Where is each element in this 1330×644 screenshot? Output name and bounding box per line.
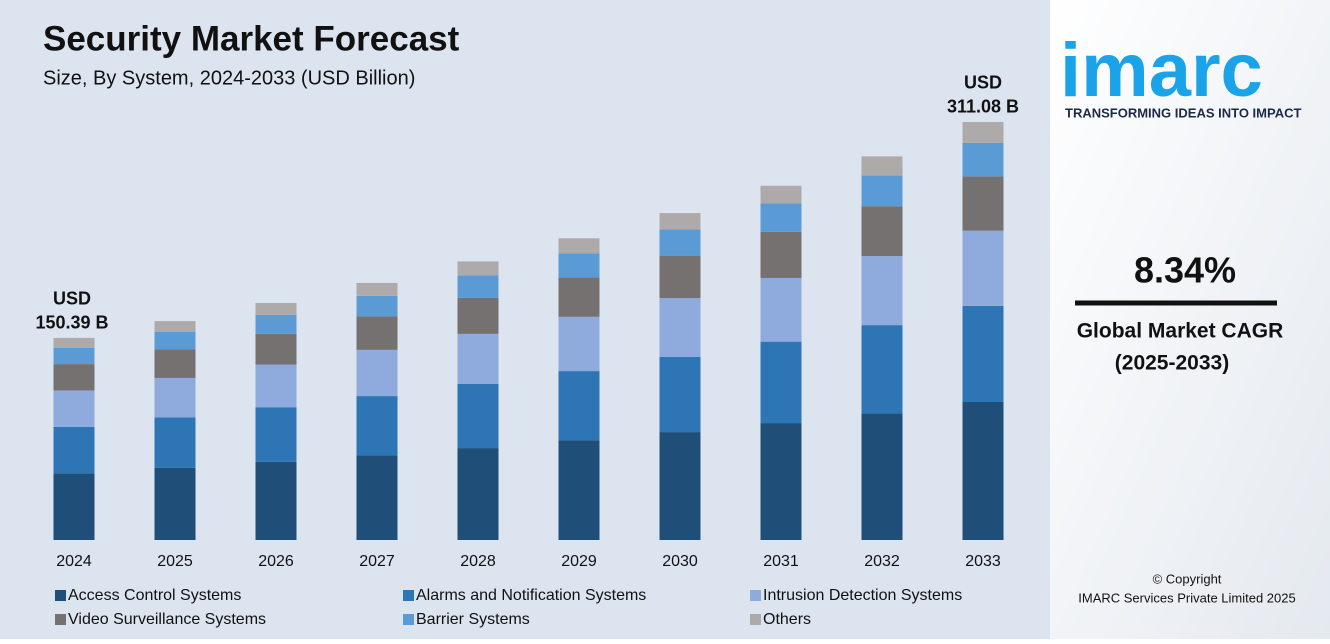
bar-segment xyxy=(255,461,297,540)
bar-segment xyxy=(53,347,95,365)
bar-segment xyxy=(558,440,600,540)
bar-segment xyxy=(457,275,499,298)
cagr-label: Global Market CAGR xyxy=(1077,320,1284,343)
bar-segment xyxy=(356,316,398,350)
bar-segment xyxy=(356,282,398,296)
bar-segment xyxy=(760,185,802,204)
bar-segment xyxy=(154,321,196,332)
legend-label: Video Surveillance Systems xyxy=(68,611,266,628)
x-tick-label: 2024 xyxy=(56,553,92,570)
bar-segment xyxy=(861,175,903,207)
bar-segment xyxy=(154,349,196,378)
bar-segment xyxy=(962,401,1004,540)
bar-segment xyxy=(457,448,499,540)
bar-segment xyxy=(962,230,1004,306)
bar-segment xyxy=(558,371,600,441)
bar-segment xyxy=(861,156,903,176)
bar-segment xyxy=(861,413,903,540)
copyright-holder: IMARC Services Private Limited 2025 xyxy=(1078,590,1295,605)
bar-segment xyxy=(53,364,95,391)
x-tick-label: 2033 xyxy=(965,553,1001,570)
legend-swatch xyxy=(750,590,761,601)
bar-segment xyxy=(760,277,802,342)
bar-segment xyxy=(457,333,499,384)
legend-swatch xyxy=(750,614,761,625)
bar-segment xyxy=(53,337,95,348)
total-annotation: USD xyxy=(53,289,91,309)
bar-segment xyxy=(861,206,903,257)
bar-segment xyxy=(255,302,297,315)
cagr-period: (2025-2033) xyxy=(1115,352,1229,375)
bar-segment xyxy=(659,229,701,256)
total-annotation: 150.39 B xyxy=(35,313,108,333)
bar-segment xyxy=(457,261,499,276)
x-tick-label: 2028 xyxy=(460,553,496,570)
legend-label: Access Control Systems xyxy=(68,587,241,604)
copyright: © Copyright xyxy=(1153,571,1222,586)
bar-segment xyxy=(558,277,600,317)
bar-segment xyxy=(760,231,802,278)
legend-label: Intrusion Detection Systems xyxy=(763,587,962,604)
legend-label: Barrier Systems xyxy=(416,611,530,628)
bar-segment xyxy=(659,213,701,230)
bar-segment xyxy=(53,426,95,474)
legend-swatch xyxy=(55,590,66,601)
bar-segment xyxy=(962,121,1004,143)
bar-segment xyxy=(53,473,95,540)
total-annotation: USD xyxy=(964,73,1002,93)
bar-segment xyxy=(558,253,600,278)
bar-segment xyxy=(154,331,196,350)
bar-segment xyxy=(255,407,297,462)
legend-swatch xyxy=(403,614,414,625)
total-annotation: 311.08 B xyxy=(947,97,1019,117)
x-tick-label: 2029 xyxy=(561,553,597,570)
cagr-value: 8.34% xyxy=(1134,250,1236,291)
x-tick-label: 2032 xyxy=(864,553,900,570)
x-tick-label: 2031 xyxy=(763,553,799,570)
bar-segment xyxy=(154,467,196,540)
bar-segment xyxy=(356,295,398,317)
x-tick-label: 2025 xyxy=(157,553,193,570)
x-tick-label: 2027 xyxy=(359,553,395,570)
x-tick-label: 2030 xyxy=(662,553,698,570)
bar-segment xyxy=(558,316,600,372)
bar-segment xyxy=(760,341,802,424)
bar-segment xyxy=(659,255,701,299)
bar-segment xyxy=(659,356,701,433)
bar-segment xyxy=(154,377,196,418)
bar-segment xyxy=(861,256,903,326)
bar-segment xyxy=(255,333,297,365)
bar-segment xyxy=(53,390,95,427)
side-panel xyxy=(1050,0,1330,639)
bar-segment xyxy=(659,298,701,357)
legend-swatch xyxy=(403,590,414,601)
bar-segment xyxy=(558,238,600,254)
bar-segment xyxy=(356,396,398,456)
tagline: TRANSFORMING IDEAS INTO IMPACT xyxy=(1065,105,1301,120)
legend-swatch xyxy=(55,614,66,625)
bar-segment xyxy=(962,305,1004,402)
legend-label: Others xyxy=(763,611,811,628)
chart-title: Security Market Forecast xyxy=(43,19,460,58)
bar-segment xyxy=(356,349,398,397)
bar-segment xyxy=(154,417,196,468)
bar-segment xyxy=(659,432,701,540)
x-tick-label: 2026 xyxy=(258,553,294,570)
bar-segment xyxy=(457,383,499,449)
logo: imarc xyxy=(1060,28,1263,113)
bar-segment xyxy=(760,423,802,540)
bar-segment xyxy=(457,297,499,334)
bar-segment xyxy=(962,142,1004,177)
chart-subtitle: Size, By System, 2024-2033 (USD Billion) xyxy=(43,67,415,89)
bar-segment xyxy=(356,455,398,540)
bar-segment xyxy=(962,176,1004,231)
bar-segment xyxy=(760,203,802,232)
legend-label: Alarms and Notification Systems xyxy=(416,587,646,604)
bar-segment xyxy=(861,325,903,414)
bar-segment xyxy=(255,364,297,408)
bar-segment xyxy=(255,314,297,334)
